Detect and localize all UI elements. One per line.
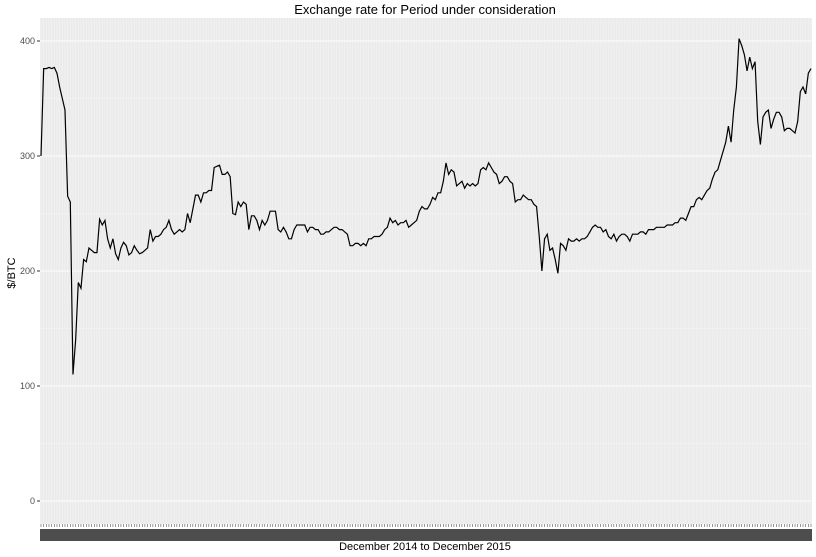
chart-title: Exchange rate for Period under considera… — [294, 2, 556, 17]
x-tick-labels-overlap — [40, 529, 812, 541]
y-tick-label: 0 — [30, 496, 35, 506]
y-axis: 0 100 200 300 400 — [20, 36, 40, 506]
x-axis — [40, 524, 812, 541]
y-tick-label: 100 — [20, 381, 35, 391]
x-gridlines — [40, 18, 812, 524]
y-tick-label: 300 — [20, 151, 35, 161]
y-tick-label: 200 — [20, 266, 35, 276]
x-axis-title: December 2014 to December 2015 — [339, 541, 511, 553]
y-tick-label: 400 — [20, 36, 35, 46]
y-axis-title: $/BTC — [6, 257, 18, 288]
exchange-rate-line — [40, 38, 812, 375]
